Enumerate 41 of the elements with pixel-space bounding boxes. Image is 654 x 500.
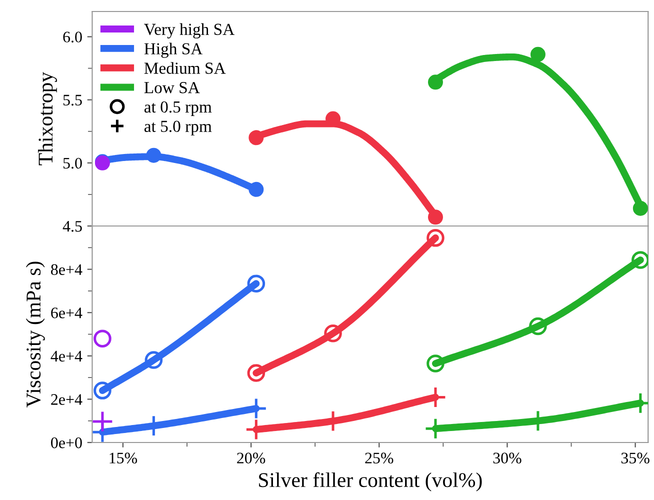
point xyxy=(428,74,443,90)
point xyxy=(529,317,547,336)
point xyxy=(94,330,112,348)
legend-label: at 5.0 rpm xyxy=(144,120,212,136)
y-tick-label: 5.5 xyxy=(63,94,82,106)
point xyxy=(324,324,342,342)
y-tick-label: 2e+4 xyxy=(51,394,82,405)
y-tick-label: 5.0 xyxy=(63,158,82,169)
point xyxy=(632,200,648,216)
point xyxy=(426,229,444,247)
point xyxy=(92,410,114,432)
point xyxy=(248,182,264,197)
legend-label: Medium SA xyxy=(144,62,226,74)
point xyxy=(428,210,443,225)
point xyxy=(144,351,163,369)
legend-label: at 0.5 rpm xyxy=(144,101,212,116)
y-axis-title: Thixotropy xyxy=(38,72,57,166)
point xyxy=(632,251,648,269)
legend-label: Low SA xyxy=(144,82,200,94)
point xyxy=(247,274,266,292)
point xyxy=(248,130,264,146)
y-tick-label: 6.0 xyxy=(63,32,82,43)
y-tick-label: 6e+4 xyxy=(51,308,82,318)
point xyxy=(146,148,162,163)
x-tick-label: 30% xyxy=(493,452,522,464)
x-tick-label: 20% xyxy=(237,452,266,464)
point xyxy=(247,364,266,382)
y-tick-label: 8e+4 xyxy=(51,264,82,275)
y-axis-title: Viscosity (mPa s) xyxy=(26,262,45,408)
y-tick-label: 4e+4 xyxy=(50,350,82,362)
x-tick-label: 15% xyxy=(110,452,138,464)
point xyxy=(426,354,444,372)
y-tick-label: 0e+0 xyxy=(51,437,82,448)
point xyxy=(530,46,546,62)
y-tick-label: 4.5 xyxy=(62,221,82,232)
x-axis-title: Silver filler content (vol%) xyxy=(259,472,482,492)
legend-label: High SA xyxy=(144,42,203,58)
x-tick-label: 25% xyxy=(365,452,394,464)
x-tick-label: 35% xyxy=(621,452,650,464)
point xyxy=(94,382,112,400)
legend-label: Very high SA xyxy=(144,23,234,38)
